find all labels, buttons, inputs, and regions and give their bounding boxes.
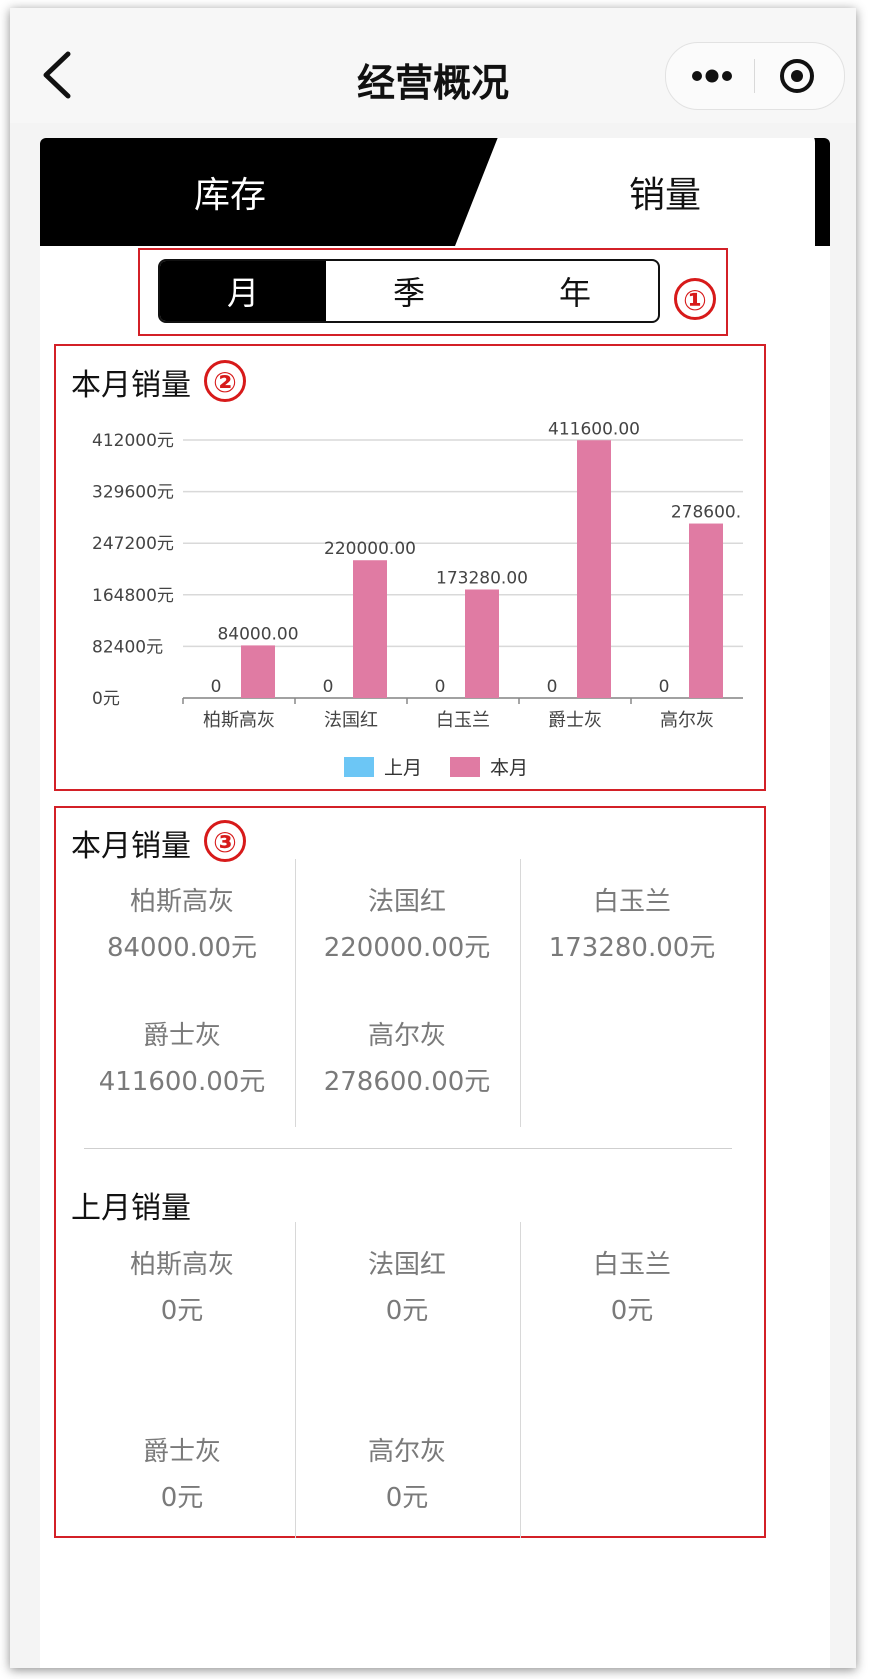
last-month-title: 上月销量 bbox=[71, 1183, 191, 1227]
x-tick-label: 白玉兰 bbox=[436, 710, 490, 731]
last-month-item: 法国红 0元 bbox=[293, 1249, 521, 1327]
this-month-item: 高尔灰 278600.00元 bbox=[293, 1020, 521, 1098]
item-name: 柏斯高灰 bbox=[68, 1249, 296, 1281]
annotation-badge-2: ② bbox=[204, 360, 246, 402]
legend-swatch-last-month bbox=[344, 757, 374, 777]
bar-this-month bbox=[353, 560, 387, 698]
nav-bar: 经营概况 bbox=[10, 8, 856, 123]
y-tick-label: 164800元 bbox=[92, 586, 174, 606]
item-name: 白玉兰 bbox=[518, 886, 746, 918]
bar-this-month bbox=[241, 645, 275, 698]
legend-label-last-month: 上月 bbox=[384, 753, 422, 780]
x-tick-label: 爵士灰 bbox=[548, 710, 602, 731]
this-month-item: 白玉兰 173280.00元 bbox=[518, 886, 746, 964]
item-value: 173280.00元 bbox=[518, 932, 746, 964]
item-name: 法国红 bbox=[293, 886, 521, 918]
y-tick-label: 247200元 bbox=[92, 534, 174, 554]
chart-legend: 上月 本月 bbox=[344, 753, 528, 780]
item-name: 爵士灰 bbox=[68, 1436, 296, 1468]
item-value: 0元 bbox=[293, 1482, 521, 1514]
item-name: 白玉兰 bbox=[518, 1249, 746, 1281]
phone-frame: 经营概况 库存 销量 月 季 年 ① 本月销量 ② bbox=[10, 8, 856, 1668]
data-label: 220000.00 bbox=[324, 539, 416, 559]
bar-this-month bbox=[689, 524, 723, 698]
last-month-item: 白玉兰 0元 bbox=[518, 1249, 746, 1327]
y-tick-label: 329600元 bbox=[92, 483, 174, 503]
tab-bar: 库存 销量 bbox=[40, 138, 830, 246]
data-label: 0 bbox=[547, 677, 558, 697]
section-divider bbox=[84, 1148, 732, 1149]
x-tick-label: 法国红 bbox=[324, 710, 378, 731]
data-label: 411600.00 bbox=[548, 419, 640, 439]
data-label: 0 bbox=[211, 677, 222, 697]
period-quarter[interactable]: 季 bbox=[326, 261, 492, 321]
last-month-item: 爵士灰 0元 bbox=[68, 1436, 296, 1514]
item-value: 411600.00元 bbox=[68, 1066, 296, 1098]
item-value: 278600.00元 bbox=[293, 1066, 521, 1098]
annotation-badge-3: ③ bbox=[204, 820, 246, 862]
item-value: 0元 bbox=[518, 1295, 746, 1327]
legend-swatch-this-month bbox=[450, 757, 480, 777]
capsule-divider bbox=[754, 59, 755, 93]
period-year[interactable]: 年 bbox=[492, 261, 658, 321]
tab-inventory-label: 库存 bbox=[194, 166, 266, 218]
close-target-icon[interactable] bbox=[778, 57, 816, 95]
item-name: 高尔灰 bbox=[293, 1436, 521, 1468]
bar-this-month bbox=[465, 589, 499, 698]
this-month-item: 柏斯高灰 84000.00元 bbox=[68, 886, 296, 964]
y-tick-label: 0元 bbox=[92, 689, 120, 709]
y-tick-label: 412000元 bbox=[92, 431, 174, 451]
item-name: 法国红 bbox=[293, 1249, 521, 1281]
x-tick-label: 高尔灰 bbox=[660, 710, 714, 731]
item-value: 0元 bbox=[68, 1482, 296, 1514]
tab-inventory[interactable]: 库存 bbox=[40, 138, 460, 246]
tab-sales[interactable]: 销量 bbox=[455, 138, 815, 246]
item-name: 柏斯高灰 bbox=[68, 886, 296, 918]
period-selector: 月 季 年 bbox=[158, 259, 660, 323]
this-month-item: 爵士灰 411600.00元 bbox=[68, 1020, 296, 1098]
item-value: 84000.00元 bbox=[68, 932, 296, 964]
data-label: 0 bbox=[659, 677, 670, 697]
x-tick-label: 柏斯高灰 bbox=[203, 710, 275, 731]
this-month-item: 法国红 220000.00元 bbox=[293, 886, 521, 964]
this-month-title: 本月销量 bbox=[71, 821, 191, 865]
y-tick-label: 82400元 bbox=[92, 637, 163, 657]
mini-program-capsule bbox=[665, 42, 845, 110]
item-name: 爵士灰 bbox=[68, 1020, 296, 1052]
last-month-item: 高尔灰 0元 bbox=[293, 1436, 521, 1514]
item-name: 高尔灰 bbox=[293, 1020, 521, 1052]
data-label: 84000.00 bbox=[217, 624, 298, 644]
item-value: 0元 bbox=[68, 1295, 296, 1327]
data-label: 278600. bbox=[671, 503, 741, 523]
period-month[interactable]: 月 bbox=[160, 261, 326, 321]
tab-sales-label: 销量 bbox=[515, 166, 815, 218]
more-icon[interactable] bbox=[688, 61, 736, 91]
bar-this-month bbox=[577, 440, 611, 698]
last-month-item: 柏斯高灰 0元 bbox=[68, 1249, 296, 1327]
data-label: 173280.00 bbox=[436, 568, 528, 588]
data-label: 0 bbox=[435, 677, 446, 697]
chart-title: 本月销量 bbox=[71, 360, 191, 404]
item-value: 220000.00元 bbox=[293, 932, 521, 964]
annotation-badge-1: ① bbox=[674, 278, 716, 320]
legend-label-this-month: 本月 bbox=[490, 753, 528, 780]
data-label: 0 bbox=[323, 677, 334, 697]
sales-bar-chart: 0元 82400元 164800元 247200元 329600元 412000元柏斯高灰… bbox=[58, 410, 748, 740]
item-value: 0元 bbox=[293, 1295, 521, 1327]
